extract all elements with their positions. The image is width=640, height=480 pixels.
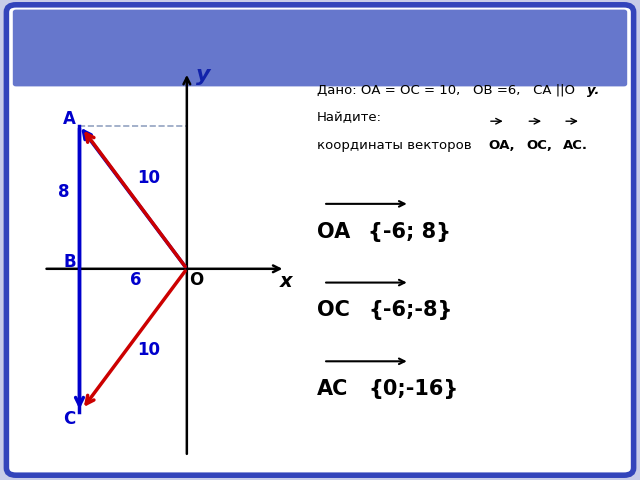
Text: 6: 6 [129, 271, 141, 289]
Text: B: B [63, 253, 76, 271]
Text: y.: y. [588, 84, 600, 97]
Bar [16, 28, 624, 32]
Text: y: y [196, 65, 211, 85]
Bar [16, 51, 624, 55]
Text: 8: 8 [58, 183, 70, 201]
Text: Дано: ОА = ОС = 10,   ОВ =6,   СА ||О: Дано: ОА = ОС = 10, ОВ =6, СА ||О [317, 84, 575, 97]
Text: АС.: АС. [563, 139, 588, 152]
Bar [16, 74, 624, 77]
Bar [16, 77, 624, 81]
Bar [16, 22, 624, 25]
Text: OC: OC [317, 300, 349, 320]
Text: {0;-16}: {0;-16} [368, 379, 458, 399]
Bar [16, 25, 624, 28]
Bar [16, 38, 624, 41]
Text: AC: AC [317, 379, 348, 399]
Bar [16, 35, 624, 38]
Text: {-6; 8}: {-6; 8} [368, 222, 451, 241]
Bar [16, 61, 624, 64]
Text: Найдите:: Найдите: [317, 111, 382, 124]
Text: O: O [189, 271, 204, 289]
Bar [16, 71, 624, 74]
Text: 10: 10 [137, 169, 160, 187]
Text: {-6;-8}: {-6;-8} [368, 300, 452, 320]
Text: x: x [280, 272, 292, 291]
Text: C: C [63, 410, 76, 429]
Text: y: y [140, 34, 160, 62]
Text: OA: OA [317, 222, 350, 241]
Bar [16, 58, 624, 61]
Bar [16, 32, 624, 35]
Text: ОС,: ОС, [527, 139, 552, 152]
Bar [16, 45, 624, 48]
Bar [16, 55, 624, 58]
Bar [16, 41, 624, 45]
Text: координаты векторов: координаты векторов [317, 139, 472, 152]
Bar [16, 48, 624, 51]
Bar [16, 64, 624, 68]
Bar [16, 19, 624, 22]
Text: 10: 10 [137, 341, 160, 359]
Text: ОА,: ОА, [488, 139, 515, 152]
Bar [16, 68, 624, 71]
Text: A: A [63, 110, 76, 128]
Bar [16, 15, 624, 19]
